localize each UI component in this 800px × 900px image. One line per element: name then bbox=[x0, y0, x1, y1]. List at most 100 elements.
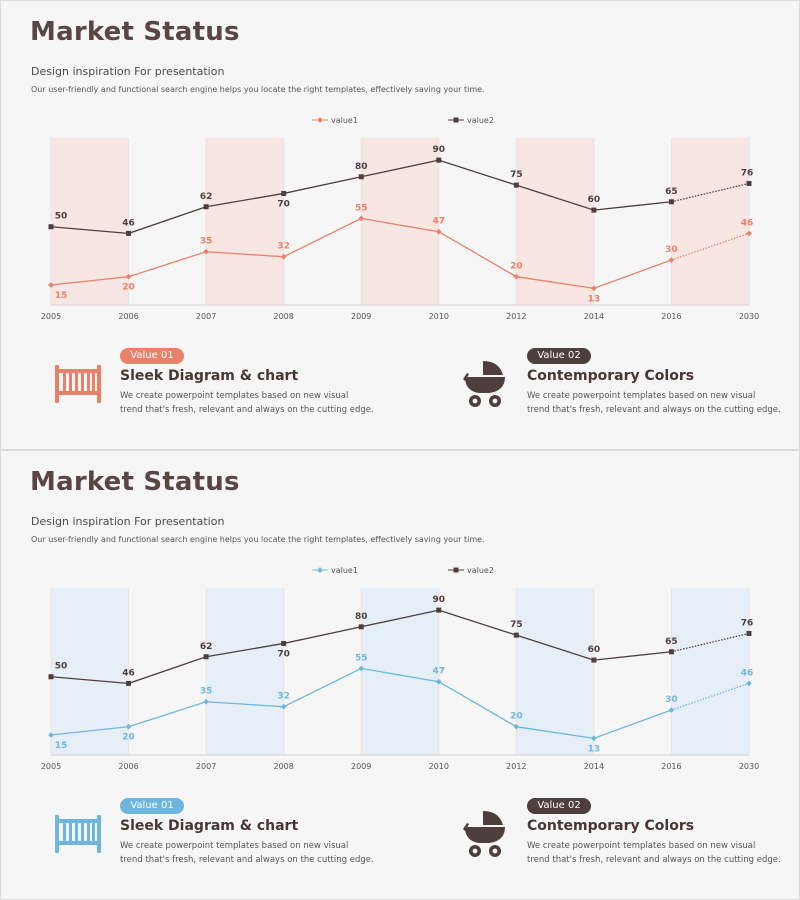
data-label: 80 bbox=[355, 162, 368, 172]
data-label: 75 bbox=[510, 170, 523, 180]
x-tick-label: 2005 bbox=[41, 762, 61, 771]
x-tick-label: 2030 bbox=[739, 762, 759, 771]
data-point bbox=[203, 248, 209, 255]
x-tick-label: 2006 bbox=[118, 312, 138, 321]
data-point bbox=[358, 215, 365, 222]
card-title: Sleek Diagram & chart bbox=[120, 368, 299, 384]
data-point bbox=[746, 680, 752, 687]
data-point bbox=[591, 657, 597, 663]
card-text-line: trend that's fresh, relevant and always … bbox=[120, 405, 374, 415]
data-label: 20 bbox=[510, 712, 523, 722]
data-label: 80 bbox=[355, 612, 368, 622]
x-tick-label: 2030 bbox=[739, 312, 759, 321]
data-point bbox=[668, 707, 675, 713]
data-point bbox=[436, 607, 442, 613]
data-point bbox=[203, 654, 209, 660]
data-label: 20 bbox=[122, 733, 135, 743]
card-text-line: We create powerpoint templates based on … bbox=[527, 391, 756, 401]
data-label: 20 bbox=[122, 283, 135, 293]
card-text-line: trend that's fresh, relevant and always … bbox=[527, 405, 781, 415]
crib-icon bbox=[55, 815, 101, 857]
data-point bbox=[591, 735, 597, 742]
x-tick-label: 2008 bbox=[273, 312, 293, 321]
data-label: 76 bbox=[741, 618, 754, 628]
data-label: 47 bbox=[433, 217, 446, 227]
data-point bbox=[668, 199, 674, 205]
x-tick-label: 2010 bbox=[429, 312, 449, 321]
card-title: Contemporary Colors bbox=[527, 818, 695, 834]
x-tick-label: 2009 bbox=[351, 762, 371, 771]
data-point bbox=[280, 703, 287, 710]
crib-icon bbox=[55, 365, 101, 407]
slide-title: Market Status bbox=[30, 17, 240, 47]
data-label: 62 bbox=[200, 642, 213, 652]
data-point bbox=[513, 632, 519, 638]
data-point bbox=[746, 230, 752, 237]
data-point bbox=[125, 723, 132, 730]
card-text: We create powerpoint templates based on … bbox=[527, 839, 797, 867]
data-point bbox=[358, 174, 364, 180]
data-label: 13 bbox=[588, 744, 601, 754]
data-point bbox=[358, 624, 364, 630]
slide-subtitle: Design inspiration For presentation bbox=[31, 65, 225, 78]
chart-band bbox=[361, 138, 439, 305]
card-text: We create powerpoint templates based on … bbox=[527, 389, 797, 417]
data-label: 76 bbox=[741, 168, 754, 178]
value-badge: Value 01 bbox=[120, 798, 184, 814]
legend-label: value2 bbox=[467, 116, 494, 125]
data-point bbox=[668, 649, 674, 655]
data-label: 75 bbox=[510, 620, 523, 630]
data-label: 60 bbox=[588, 195, 601, 205]
x-tick-label: 2016 bbox=[661, 312, 681, 321]
chart-band bbox=[51, 138, 129, 305]
x-tick-label: 2006 bbox=[118, 762, 138, 771]
data-label: 70 bbox=[277, 649, 290, 659]
data-point bbox=[513, 182, 519, 188]
data-point bbox=[280, 253, 287, 260]
data-label: 30 bbox=[665, 245, 678, 255]
data-label: 62 bbox=[200, 192, 213, 202]
line-chart: 2005 2006 2007 2008 2009 2010 2012 2014 2016 2030… bbox=[41, 566, 759, 771]
chart-band bbox=[206, 138, 284, 305]
legend-marker bbox=[317, 567, 323, 573]
data-point bbox=[281, 190, 287, 196]
slide-2: Market Status Design inspiration For pre… bbox=[0, 450, 800, 900]
line-chart: 2005 2006 2007 2008 2009 2010 2012 2014 2016 2030… bbox=[41, 116, 759, 321]
data-label: 35 bbox=[200, 237, 213, 247]
card-title: Contemporary Colors bbox=[527, 368, 695, 384]
data-point bbox=[513, 723, 520, 730]
data-label: 46 bbox=[122, 218, 135, 228]
x-tick-label: 2016 bbox=[661, 762, 681, 771]
stroller-icon bbox=[461, 809, 511, 863]
x-tick-label: 2005 bbox=[41, 312, 61, 321]
value-badge: Value 01 bbox=[120, 348, 184, 364]
data-point bbox=[48, 224, 54, 230]
data-label: 65 bbox=[665, 637, 678, 647]
data-point bbox=[125, 273, 132, 280]
series-projection-value2 bbox=[671, 182, 750, 203]
slide-subtitle: Design inspiration For presentation bbox=[31, 515, 225, 528]
x-tick-label: 2012 bbox=[506, 762, 526, 771]
data-label: 46 bbox=[741, 668, 754, 678]
value-badge: Value 02 bbox=[527, 798, 591, 814]
card-text-line: We create powerpoint templates based on … bbox=[120, 841, 349, 851]
card-text: We create powerpoint templates based on … bbox=[120, 389, 390, 417]
series-projection-value2 bbox=[671, 632, 750, 653]
data-label: 60 bbox=[588, 645, 601, 655]
card-title: Sleek Diagram & chart bbox=[120, 818, 299, 834]
x-tick-label: 2009 bbox=[351, 312, 371, 321]
data-label: 50 bbox=[55, 662, 68, 672]
data-label: 32 bbox=[277, 692, 290, 702]
data-label: 46 bbox=[741, 218, 754, 228]
data-label: 13 bbox=[588, 294, 601, 304]
data-point bbox=[203, 698, 209, 705]
data-label: 20 bbox=[510, 262, 523, 272]
legend-label: value1 bbox=[331, 116, 358, 125]
card-text-line: trend that's fresh, relevant and always … bbox=[527, 855, 781, 865]
slide-title: Market Status bbox=[30, 467, 240, 497]
legend-label: value2 bbox=[467, 566, 494, 575]
chart-band bbox=[516, 588, 594, 755]
data-point bbox=[203, 204, 209, 210]
chart-band bbox=[361, 588, 439, 755]
x-tick-label: 2012 bbox=[506, 312, 526, 321]
